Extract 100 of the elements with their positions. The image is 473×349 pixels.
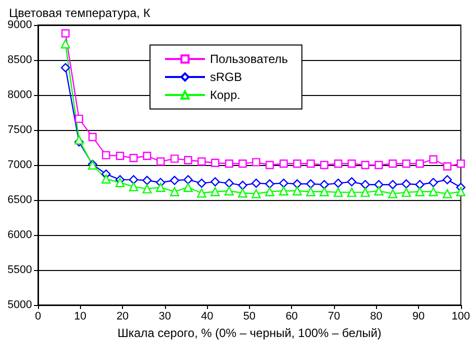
point — [198, 157, 206, 166]
point — [279, 178, 288, 188]
point — [252, 158, 260, 166]
point — [292, 186, 302, 196]
x-tick-label: 10 — [74, 310, 86, 322]
point — [224, 178, 234, 188]
legend-label: Пользователь — [210, 52, 288, 66]
point — [184, 156, 192, 164]
point — [334, 188, 343, 197]
point — [170, 187, 180, 196]
point — [374, 186, 384, 196]
point — [116, 152, 124, 160]
y-tick-label: 7000 — [8, 159, 32, 171]
point — [360, 180, 370, 190]
y-tick-label: 9000 — [8, 19, 32, 31]
point — [252, 189, 261, 198]
point — [128, 182, 138, 192]
point — [156, 157, 165, 166]
point — [360, 188, 370, 197]
y-tick-label: 6500 — [8, 194, 32, 206]
point — [402, 160, 410, 168]
point — [238, 180, 248, 190]
x-axis-title: Шкала серого, % (0% – черный, 100% – белый) — [117, 326, 382, 340]
point — [320, 160, 328, 170]
point — [60, 39, 70, 48]
point — [197, 178, 206, 188]
point — [101, 174, 111, 184]
point — [348, 160, 356, 168]
point — [415, 180, 424, 190]
point — [142, 152, 152, 160]
point — [184, 182, 193, 192]
point — [129, 154, 138, 162]
x-tick-label: 100 — [452, 310, 470, 322]
x-tick-label: 50 — [243, 310, 256, 322]
point — [74, 135, 84, 144]
x-tick-label: 30 — [158, 310, 171, 322]
x-tick-label: 40 — [201, 310, 214, 322]
point — [361, 160, 370, 170]
point — [210, 187, 220, 196]
point — [388, 160, 397, 168]
point — [443, 162, 452, 170]
point — [197, 188, 206, 198]
x-tick-label: 90 — [412, 310, 425, 322]
point — [279, 186, 288, 196]
point — [210, 177, 220, 186]
point — [238, 160, 247, 168]
point — [402, 179, 411, 188]
point — [347, 188, 356, 197]
point — [292, 179, 302, 188]
y-tick-label: 5500 — [8, 264, 32, 276]
x-tick-label: 80 — [370, 310, 382, 322]
point — [224, 186, 234, 196]
legend-label: Корр. — [210, 88, 240, 102]
point — [388, 189, 398, 198]
point — [428, 178, 438, 188]
point — [428, 187, 438, 196]
point — [170, 154, 179, 163]
y-axis-title: Цветовая температура, К — [9, 6, 150, 20]
point — [280, 160, 288, 168]
point — [334, 178, 343, 188]
point — [374, 180, 384, 190]
point — [266, 160, 274, 170]
point — [225, 160, 234, 168]
point — [456, 187, 466, 196]
point — [74, 114, 84, 123]
point — [265, 179, 274, 188]
point — [402, 188, 411, 197]
y-tick-label: 8500 — [8, 54, 32, 66]
point — [88, 132, 97, 142]
point — [142, 184, 152, 194]
point — [388, 180, 398, 190]
x-tick-label: 70 — [328, 310, 340, 322]
y-tick-label: 5000 — [8, 299, 32, 311]
point — [170, 176, 180, 185]
y-tick-label: 6000 — [8, 229, 32, 241]
point — [442, 175, 452, 184]
point — [156, 182, 166, 192]
point — [61, 29, 70, 38]
point — [429, 155, 438, 164]
point — [60, 63, 70, 72]
point — [238, 188, 248, 198]
y-tick-label: 8000 — [8, 89, 32, 101]
point — [347, 177, 356, 186]
point — [334, 160, 342, 168]
point — [293, 160, 302, 168]
point — [442, 189, 452, 198]
point — [415, 187, 424, 196]
x-tick-label: 60 — [286, 310, 298, 322]
point — [320, 180, 329, 190]
point — [252, 178, 261, 188]
point — [456, 160, 465, 168]
legend-label: sRGB — [210, 70, 242, 84]
point — [211, 158, 220, 167]
x-tick-label: 0 — [34, 310, 42, 322]
point — [306, 160, 315, 168]
point — [416, 160, 424, 168]
point — [306, 179, 316, 188]
point — [306, 187, 316, 196]
x-tick-label: 20 — [116, 310, 129, 322]
point — [265, 187, 274, 196]
